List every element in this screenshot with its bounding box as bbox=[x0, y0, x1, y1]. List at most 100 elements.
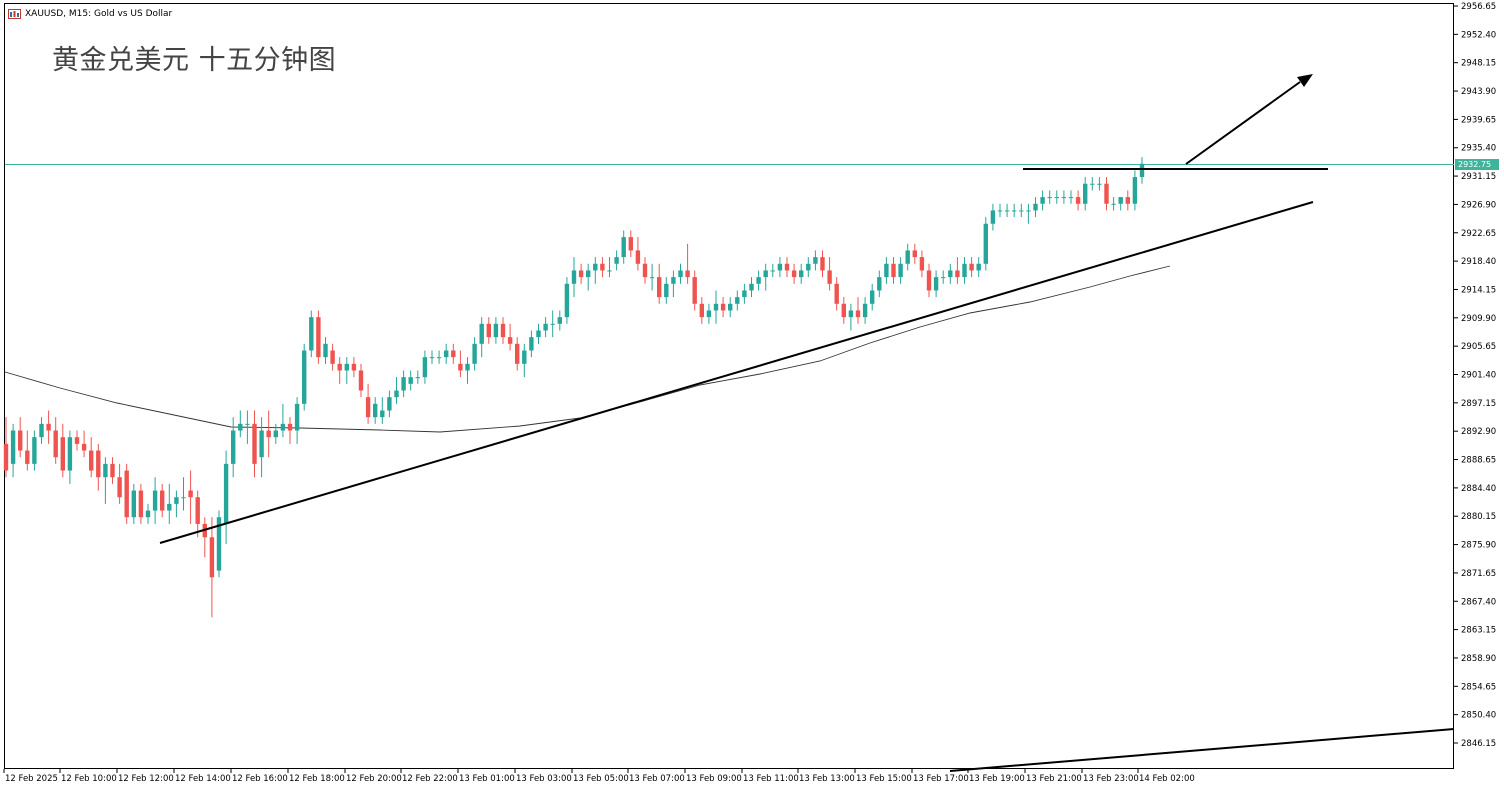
candle-body bbox=[529, 337, 534, 351]
x-tick-label: 13 Feb 13:00 bbox=[799, 774, 855, 784]
candle-body bbox=[479, 323, 484, 344]
candle-body bbox=[344, 363, 349, 371]
candle-body bbox=[735, 297, 740, 304]
current-price-tag: 2932.75 bbox=[1455, 159, 1499, 170]
candle-body bbox=[330, 350, 335, 364]
y-tick-label: 2892.90 bbox=[1461, 427, 1496, 437]
candle-body bbox=[912, 250, 917, 258]
y-tick-label: 2901.40 bbox=[1461, 371, 1496, 381]
x-tick-label: 13 Feb 01:00 bbox=[459, 774, 515, 784]
candle-body bbox=[536, 330, 541, 338]
candle-body bbox=[969, 263, 974, 271]
support-trendline bbox=[159, 201, 1314, 544]
x-tick-label: 13 Feb 09:00 bbox=[686, 774, 742, 784]
candle-body bbox=[387, 397, 392, 411]
lower-trendline bbox=[949, 728, 1455, 772]
candle-body bbox=[394, 390, 399, 398]
candle-body bbox=[10, 430, 16, 464]
candle-body bbox=[784, 263, 790, 271]
breakout-arrow-shaft bbox=[1185, 81, 1301, 165]
candle-body bbox=[358, 370, 364, 391]
x-tick-label: 13 Feb 11:00 bbox=[743, 774, 799, 784]
x-tick-label: 12 Feb 14:00 bbox=[175, 774, 231, 784]
candle-body bbox=[436, 357, 442, 359]
candle-body bbox=[578, 270, 584, 278]
plot-area[interactable] bbox=[4, 3, 1454, 769]
candle-body bbox=[245, 423, 250, 425]
y-tick-label: 2948.15 bbox=[1461, 59, 1496, 69]
candle-body bbox=[770, 270, 775, 272]
candle-body bbox=[486, 323, 491, 338]
y-tick-label: 2850.40 bbox=[1461, 711, 1496, 721]
candle-body bbox=[898, 263, 903, 278]
candle-body bbox=[507, 337, 513, 344]
y-tick-label: 2943.90 bbox=[1461, 87, 1496, 97]
candle-body bbox=[841, 303, 846, 318]
candle-body bbox=[791, 270, 797, 278]
candle-body bbox=[550, 323, 555, 325]
candle-body bbox=[1132, 177, 1138, 204]
y-tick-label: 2905.65 bbox=[1461, 342, 1496, 352]
candle-body bbox=[451, 350, 456, 358]
candle-body bbox=[1068, 197, 1074, 199]
candle-body bbox=[493, 323, 499, 338]
candle-body bbox=[103, 463, 108, 478]
candle-body bbox=[926, 270, 932, 291]
candle-body bbox=[231, 430, 236, 464]
candle-body bbox=[32, 437, 37, 464]
candle-body bbox=[351, 363, 357, 371]
candle-body bbox=[543, 323, 548, 331]
candle-body bbox=[401, 377, 406, 391]
y-tick-label: 2875.90 bbox=[1461, 541, 1496, 551]
x-tick-label: 14 Feb 02:00 bbox=[1139, 774, 1195, 784]
candle-body bbox=[53, 430, 58, 458]
x-tick-label: 12 Feb 22:00 bbox=[402, 774, 458, 784]
candle-body bbox=[671, 277, 676, 284]
candle-body bbox=[380, 410, 385, 418]
candle-body bbox=[1104, 183, 1109, 204]
candle-body bbox=[337, 363, 342, 371]
y-tick-label: 2939.65 bbox=[1461, 115, 1496, 125]
y-tick-label: 2935.40 bbox=[1461, 144, 1496, 154]
candle-body bbox=[1004, 210, 1010, 212]
candle-body bbox=[827, 270, 832, 284]
candle-body bbox=[870, 290, 875, 304]
candle-body bbox=[728, 303, 733, 311]
candle-body bbox=[600, 263, 605, 271]
candle-body bbox=[316, 317, 321, 358]
candle-body bbox=[756, 277, 761, 284]
y-tick-label: 2922.65 bbox=[1461, 229, 1496, 239]
candle-body bbox=[287, 423, 293, 431]
candle-body bbox=[990, 210, 996, 224]
candle-body bbox=[742, 290, 747, 298]
y-tick-label: 2914.15 bbox=[1461, 285, 1496, 295]
y-tick-label: 2931.15 bbox=[1461, 172, 1496, 182]
candle-body bbox=[167, 503, 172, 511]
candle-body bbox=[1139, 163, 1145, 178]
candle-body bbox=[706, 310, 712, 318]
candle-body bbox=[472, 343, 477, 364]
candle-body bbox=[458, 363, 463, 371]
candle-body bbox=[571, 270, 577, 284]
candle-body bbox=[685, 270, 690, 278]
candle-body bbox=[373, 403, 378, 418]
candle-body bbox=[1075, 197, 1081, 204]
x-tick-label: 12 Feb 2025 bbox=[5, 774, 58, 784]
candle-body bbox=[635, 250, 641, 264]
candle-body bbox=[877, 277, 882, 291]
candle-body bbox=[259, 430, 264, 458]
candle-body bbox=[323, 343, 328, 358]
candle-body bbox=[933, 277, 939, 291]
candle-body bbox=[67, 437, 73, 471]
candle-body bbox=[557, 317, 562, 324]
candle-body bbox=[252, 423, 257, 464]
candle-body bbox=[941, 277, 946, 279]
candle-body bbox=[862, 303, 868, 318]
candle-body bbox=[1083, 183, 1088, 204]
candle-body bbox=[777, 263, 783, 271]
breakout-arrow-head bbox=[1297, 74, 1313, 87]
candle-body bbox=[983, 223, 988, 264]
candle-body bbox=[1111, 203, 1116, 205]
candle-body bbox=[89, 450, 94, 471]
